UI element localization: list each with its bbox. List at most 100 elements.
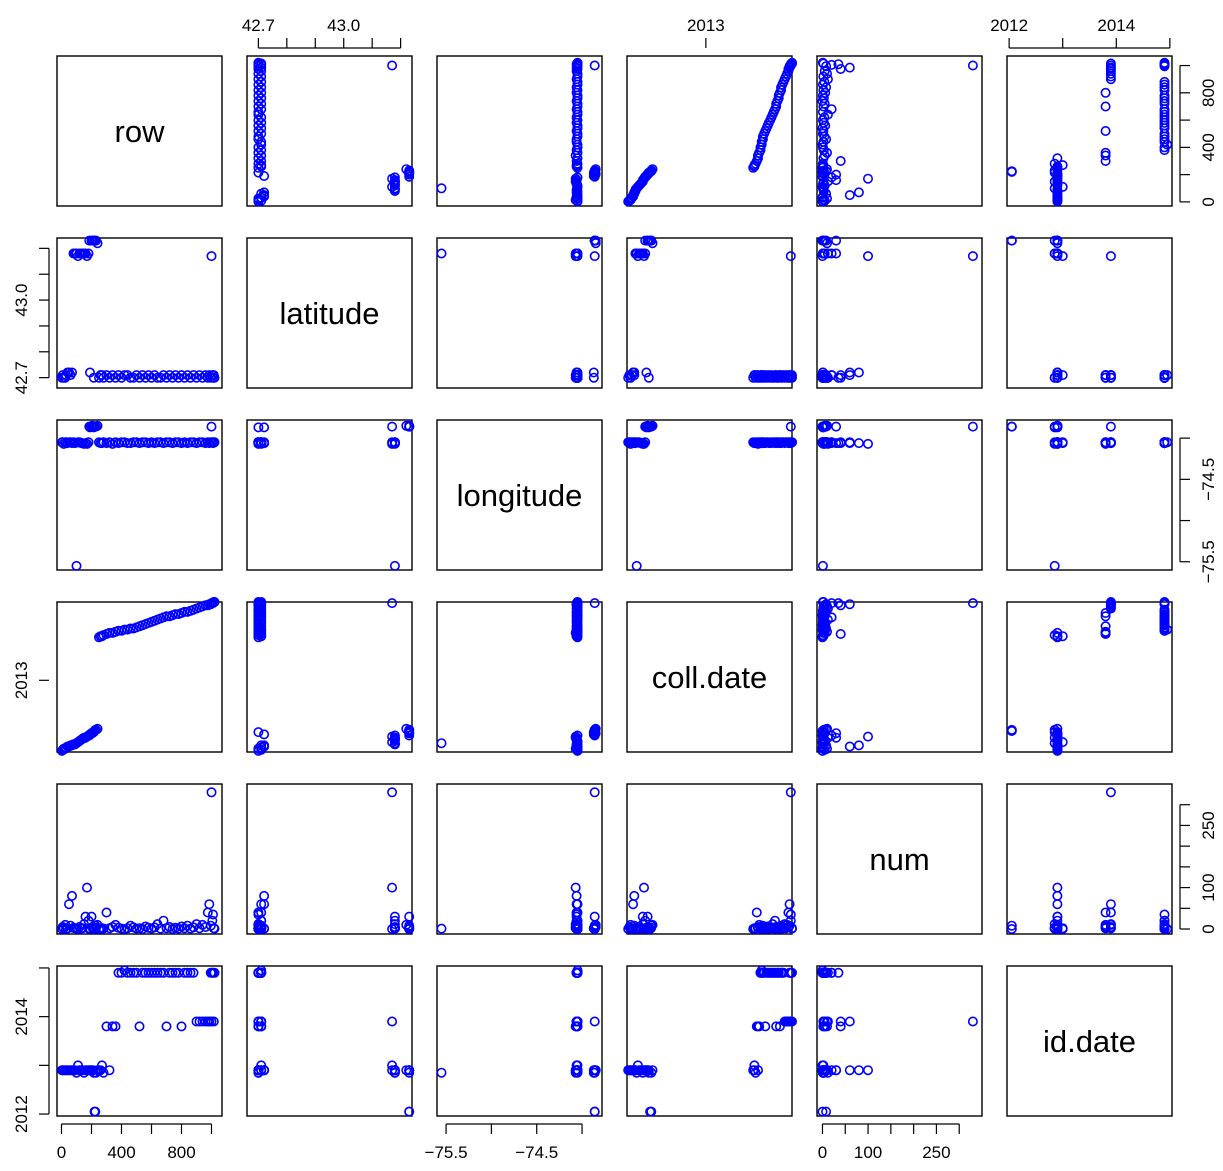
point-coll.date-row-75 [209,596,220,607]
point-latitude-row-55 [164,370,175,381]
point-id.date-num-74 [818,1016,829,1027]
panel-row-vs-num [816,55,983,207]
point-longitude-latitude-11 [389,560,400,571]
point-coll.date-longitude-29 [590,723,601,734]
point-longitude-id.date-71 [1105,421,1116,432]
point-id.date-num-70 [821,967,832,978]
point-num-latitude-8 [259,890,270,901]
point-num-row-8 [67,890,78,901]
variable-label-coll.date: coll.date [652,660,767,695]
point-id.date-longitude-32 [571,1060,582,1071]
point-id.date-coll.date-27 [646,1106,657,1117]
point-longitude-num-8 [853,438,864,449]
point-row-longitude-19 [572,172,583,183]
panel-longitude-vs-coll.date [626,419,793,571]
point-row-coll.date-29 [647,164,658,175]
point-latitude-row-44 [131,370,142,381]
point-id.date-row-36 [107,1021,118,1032]
point-coll.date-latitude-75 [253,596,264,607]
point-num-latitude-70 [253,920,264,931]
point-coll.date-num-22 [831,728,842,739]
point-id.date-row-33 [98,1067,109,1078]
point-coll.date-latitude-21 [259,729,270,740]
point-num-latitude-73 [253,909,264,920]
point-latitude-coll.date-25 [643,372,654,383]
point-row-id.date-27 [1006,166,1017,177]
point-row-latitude-71 [387,60,398,71]
panel-coll.date-vs-longitude [436,601,603,753]
point-coll.date-id.date-27 [1006,724,1017,735]
point-longitude-row-75 [209,437,220,448]
point-num-longitude-22 [589,911,600,922]
point-num-id.date-6 [1052,899,1063,910]
tick-label-id.date-x-0: 2012 [990,16,1028,35]
point-latitude-id.date-29 [1052,238,1063,249]
tick-label-coll.date-x-0: 2013 [687,16,725,35]
point-latitude-id.date-27 [1006,235,1017,246]
point-num-latitude-17 [389,911,400,922]
point-id.date-latitude-31 [256,1065,267,1076]
tick-label-latitude-x-0: 42.7 [242,16,275,35]
panel-num-vs-longitude [436,783,603,935]
point-id.date-row-40 [119,965,130,976]
point-coll.date-id.date-35 [1052,627,1063,638]
point-num-latitude-28 [404,922,415,933]
point-id.date-row-42 [125,967,136,978]
point-id.date-latitude-59 [256,1021,267,1032]
point-latitude-num-29 [821,238,832,249]
point-id.date-num-32 [818,1060,829,1071]
tick-label-longitude-x-0: −75.5 [425,1143,468,1162]
point-id.date-row-59 [176,1021,187,1032]
point-id.date-num-75 [817,967,828,978]
variable-label-num: num [869,842,929,877]
point-latitude-coll.date-21 [641,367,652,378]
point-longitude-coll.date-18 [638,438,649,449]
point-row-latitude-66 [253,68,264,79]
point-latitude-row-71 [206,251,217,262]
point-row-id.date-37 [1100,147,1111,158]
point-row-id.date-59 [1100,87,1111,98]
point-num-longitude-69 [571,899,582,910]
point-latitude-id.date-35 [1052,372,1063,383]
point-num-coll.date-22 [642,911,653,922]
point-longitude-coll.date-11 [631,560,642,571]
point-id.date-row-35 [104,1065,115,1076]
point-coll.date-num-75 [817,596,828,607]
point-latitude-coll.date-29 [647,238,658,249]
point-longitude-coll.date-29 [647,420,658,431]
point-num-row-22 [86,911,97,922]
point-row-latitude-8 [259,187,270,198]
point-coll.date-num-6 [844,741,855,752]
point-longitude-num-18 [862,438,873,449]
point-longitude-latitude-74 [256,437,267,448]
point-id.date-row-56 [167,967,178,978]
point-latitude-coll.date-8 [629,367,640,378]
point-id.date-longitude-27 [589,1106,600,1117]
panel-latitude-vs-row [56,237,223,389]
point-coll.date-row-54 [161,611,172,622]
point-longitude-id.date-11 [1049,560,1060,571]
point-latitude-row-33 [98,372,109,383]
panel-row-vs-latitude [246,55,413,207]
point-coll.date-num-29 [821,723,832,734]
point-latitude-row-40 [119,370,130,381]
point-latitude-row-47 [140,372,151,383]
panel-longitude-vs-row [56,419,223,571]
point-coll.date-id.date-37 [1100,626,1111,637]
point-id.date-num-34 [835,1021,846,1032]
panel-row-vs-coll.date [626,55,793,207]
point-id.date-latitude-71 [387,1016,398,1027]
point-row-longitude-71 [589,60,600,71]
point-longitude-id.date-74 [1105,437,1116,448]
tick-label-row-y-2: 400 [1199,133,1218,161]
variable-label-row: row [115,114,166,149]
point-id.date-latitude-19 [389,1065,400,1076]
point-coll.date-longitude-28 [589,724,600,735]
point-id.date-row-37 [110,1021,121,1032]
point-id.date-latitude-28 [404,1067,415,1078]
point-id.date-longitude-35 [572,1065,583,1076]
point-num-id.date-34 [1100,907,1111,918]
panel-row-vs-row [56,55,223,207]
panel-num-vs-coll.date [626,783,793,935]
point-latitude-row-8 [67,367,78,378]
